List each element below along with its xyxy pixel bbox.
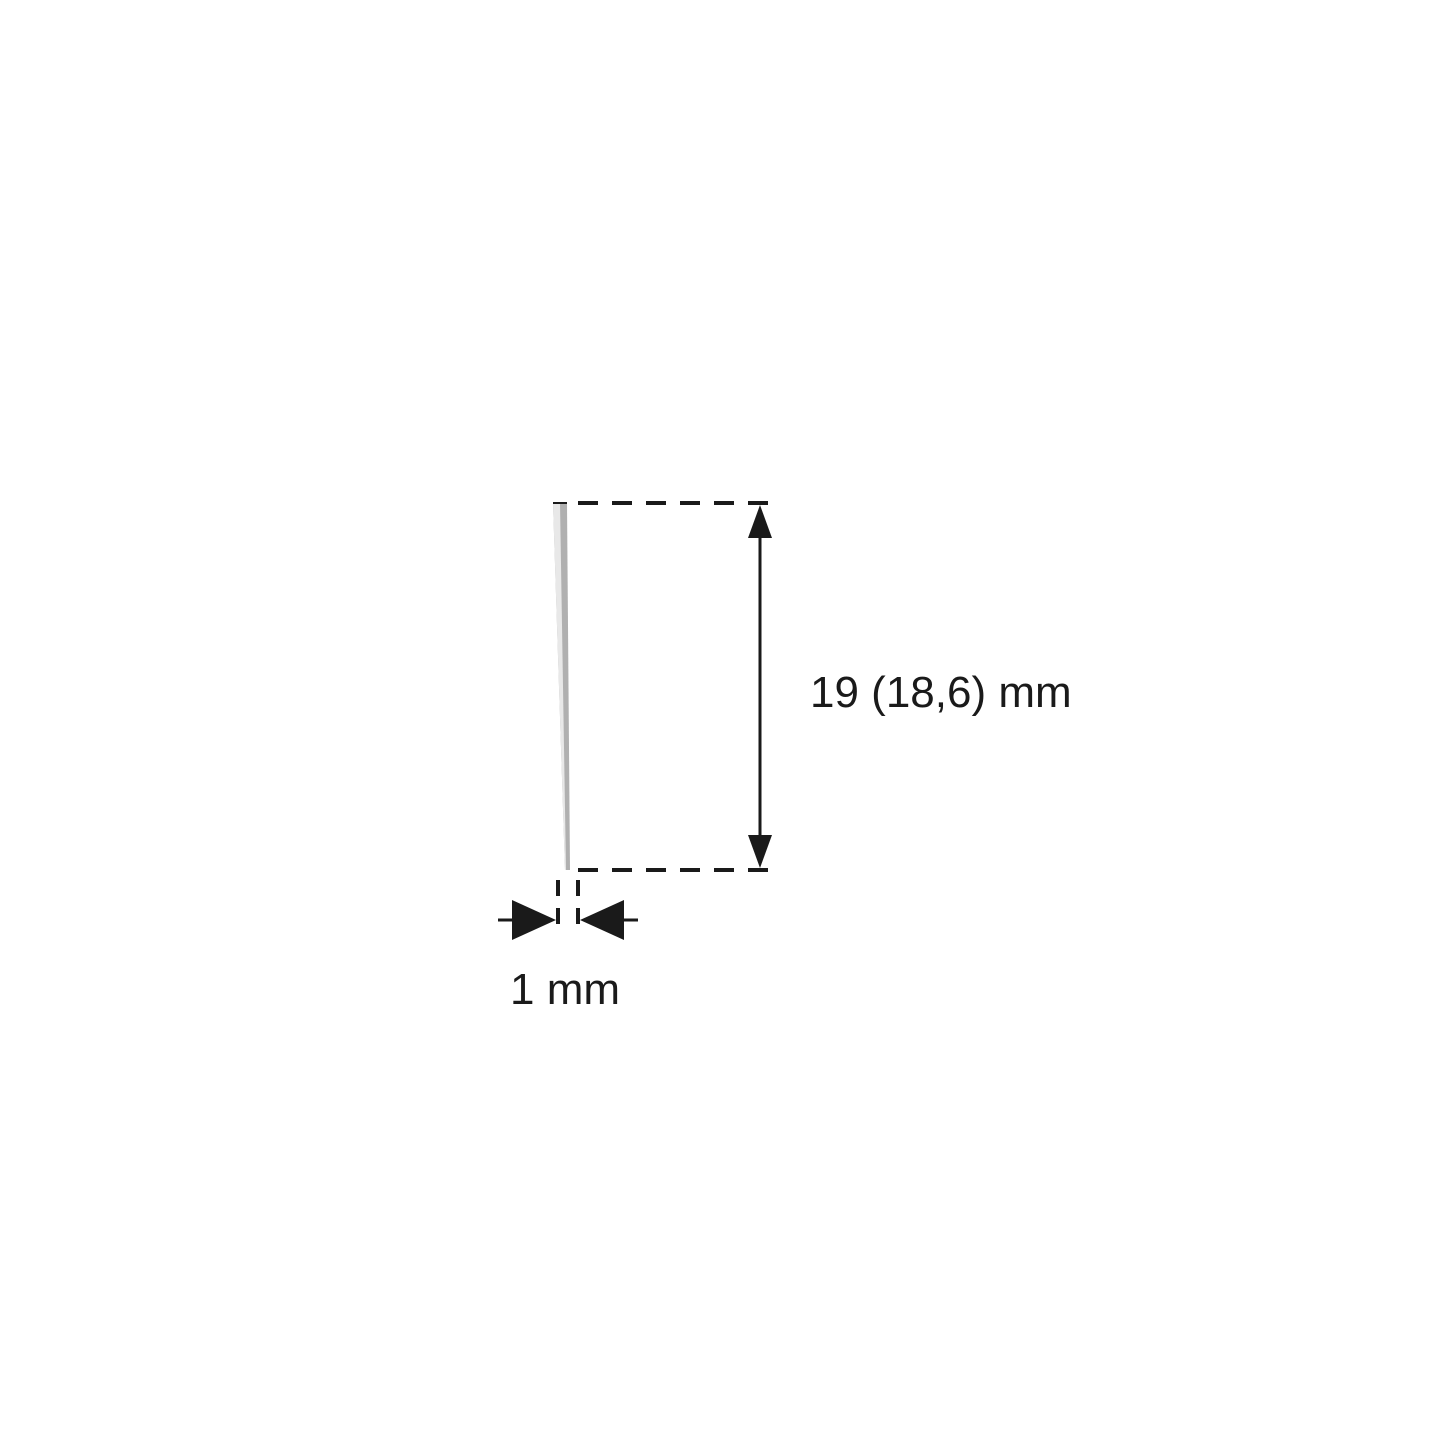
- height-dimension: [748, 505, 772, 868]
- width-dimension: [498, 900, 638, 940]
- technical-diagram: 19 (18,6) mm 1 mm: [0, 0, 1445, 1445]
- nail-body: [553, 503, 570, 870]
- height-label: 19 (18,6) mm: [810, 668, 1072, 718]
- width-label: 1 mm: [510, 965, 620, 1015]
- diagram-svg: [0, 0, 1445, 1445]
